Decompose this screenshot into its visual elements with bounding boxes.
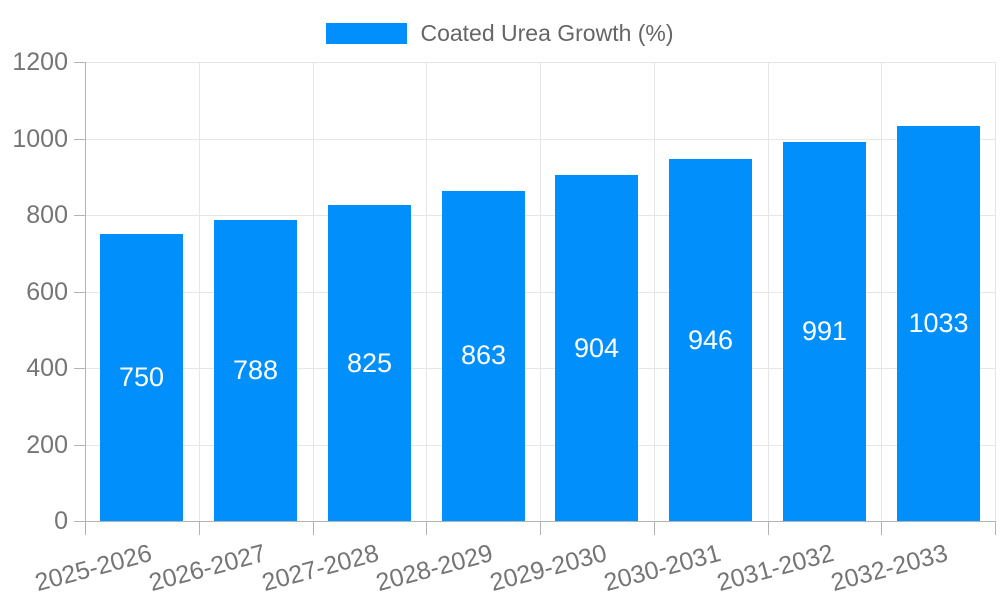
legend[interactable]: Coated Urea Growth (%) bbox=[0, 20, 1000, 47]
y-axis-tick bbox=[74, 368, 85, 369]
gridline-vertical bbox=[768, 62, 769, 521]
y-axis-label: 1200 bbox=[12, 48, 68, 76]
x-axis-tick bbox=[654, 521, 655, 535]
bar[interactable]: 991 bbox=[783, 141, 866, 521]
y-axis-label: 600 bbox=[26, 277, 68, 306]
bar-value-label: 946 bbox=[687, 324, 734, 355]
x-axis-tick bbox=[768, 521, 769, 535]
y-axis-tick bbox=[74, 521, 85, 522]
bar[interactable]: 1033 bbox=[897, 125, 980, 521]
bar[interactable]: 863 bbox=[442, 190, 525, 521]
x-axis-tick bbox=[995, 521, 996, 535]
x-axis-tick bbox=[199, 521, 200, 535]
bar[interactable]: 946 bbox=[669, 159, 752, 521]
gridline-vertical bbox=[540, 62, 541, 521]
y-axis-tick bbox=[74, 215, 85, 216]
x-axis-tick bbox=[85, 521, 86, 535]
x-axis-tick bbox=[881, 521, 882, 535]
x-axis-tick bbox=[313, 521, 314, 535]
gridline-vertical bbox=[995, 62, 996, 521]
gridline-vertical bbox=[199, 62, 200, 521]
y-axis-tick bbox=[74, 138, 85, 140]
y-axis-tick bbox=[74, 291, 85, 293]
bar-value-label: 904 bbox=[573, 332, 620, 363]
gridline-vertical bbox=[313, 62, 314, 521]
y-axis-label: 1000 bbox=[12, 124, 68, 153]
bar-value-label: 991 bbox=[801, 315, 848, 346]
x-axis-tick bbox=[540, 521, 541, 535]
gridline-vertical bbox=[426, 62, 427, 521]
bar[interactable]: 750 bbox=[100, 234, 183, 521]
legend-swatch bbox=[326, 23, 408, 44]
bar[interactable]: 788 bbox=[214, 219, 297, 521]
x-axis-tick bbox=[426, 521, 427, 535]
y-axis-tick bbox=[74, 62, 85, 63]
bar[interactable]: 904 bbox=[555, 175, 638, 521]
gridline-vertical bbox=[881, 62, 882, 521]
y-axis-label: 400 bbox=[26, 354, 68, 382]
plot-area: 750 788 825 863 904 946 991 1033 0 200 400 600 800 1… bbox=[12, 50, 996, 597]
gridline-vertical bbox=[654, 62, 655, 521]
bar-value-label: 825 bbox=[346, 347, 393, 378]
bar-value-label: 788 bbox=[232, 354, 279, 385]
bar-value-label: 750 bbox=[118, 362, 165, 393]
y-axis-label: 200 bbox=[26, 430, 68, 459]
legend-label: Coated Urea Growth (%) bbox=[420, 20, 674, 46]
y-axis-label: 800 bbox=[26, 201, 68, 229]
y-axis-label: 0 bbox=[54, 507, 68, 535]
y-axis-tick bbox=[74, 444, 85, 446]
bar[interactable]: 825 bbox=[328, 205, 411, 521]
bar-value-label: 1033 bbox=[908, 307, 969, 338]
bar-value-label: 863 bbox=[460, 340, 507, 371]
y-axis-line bbox=[85, 62, 86, 535]
